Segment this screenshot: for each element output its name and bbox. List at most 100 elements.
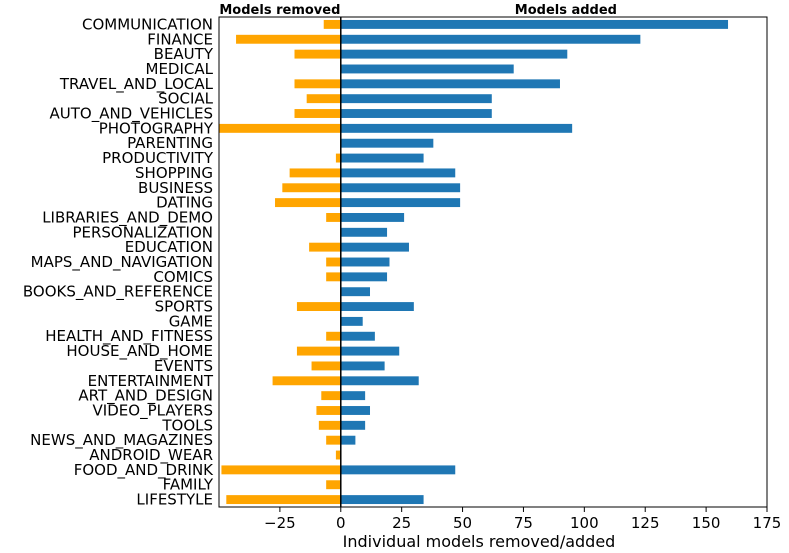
bar-added-sports: [340, 302, 414, 311]
x-axis-ticks: −25 0 25 50 75 100 125 150 175: [264, 507, 781, 532]
bar-added-libraries-and-demo: [340, 213, 405, 222]
category-label: FINANCE: [147, 30, 213, 48]
bar-added-health-and-fitness: [340, 331, 375, 341]
bar-removed-tools: [318, 420, 341, 430]
bar-added-medical: [340, 64, 514, 74]
bar-added-parenting: [340, 138, 434, 148]
bar-added-communication: [340, 19, 729, 29]
bar-removed-family: [326, 480, 341, 490]
bar-removed-food-and-drink: [221, 465, 341, 475]
bar-added-photography: [340, 123, 573, 133]
bar-added-education: [340, 242, 409, 252]
bar-added-shopping: [340, 168, 456, 178]
category-label: BEAUTY: [154, 45, 214, 63]
category-label: BUSINESS: [138, 179, 213, 197]
bar-removed-beauty: [294, 49, 341, 59]
category-label: MAPS_AND_NAVIGATION: [31, 253, 213, 272]
category-label: AUTO_AND_VEHICLES: [49, 105, 213, 124]
category-label: COMICS: [153, 268, 213, 286]
bar-added-comics: [340, 272, 388, 282]
bar-removed-video-players: [316, 406, 341, 415]
bar-added-tools: [340, 420, 366, 430]
category-label: SHOPPING: [135, 164, 213, 182]
category-label: FOOD_AND_DRINK: [74, 461, 214, 480]
bar-added-maps-and-navigation: [340, 257, 390, 267]
x-tick-label: 125: [631, 514, 660, 532]
bar-removed-house-and-home: [296, 346, 341, 356]
category-label: SOCIAL: [158, 90, 213, 108]
bar-removed-communication: [323, 19, 341, 29]
bar-removed-education: [309, 242, 341, 252]
category-label: MEDICAL: [146, 60, 214, 78]
category-label: TOOLS: [161, 416, 213, 434]
bar-removed-news-and-magazines: [326, 435, 341, 445]
bar-added-personalization: [340, 227, 388, 237]
x-tick-label: 100: [570, 514, 599, 532]
category-labels: COMMUNICATIONFINANCEBEAUTYMEDICALTRAVEL_…: [23, 15, 214, 508]
bar-added-productivity: [340, 153, 424, 163]
category-label: NEWS_AND_MAGAZINES: [30, 431, 213, 450]
plot-frame: [218, 16, 768, 508]
category-label: SPORTS: [155, 298, 213, 316]
x-tick-label: 25: [392, 514, 411, 532]
models-added-label: Models added: [515, 3, 617, 18]
x-axis-title: Individual models removed/added: [343, 532, 616, 551]
bar-added-books-and-reference: [340, 287, 371, 297]
bar-removed-shopping: [289, 168, 341, 178]
category-label: EDUCATION: [125, 238, 213, 256]
bar-added-food-and-drink: [340, 465, 456, 475]
bar-removed-health-and-fitness: [326, 331, 341, 341]
category-label: COMMUNICATION: [82, 15, 213, 33]
category-label: HOUSE_AND_HOME: [66, 342, 213, 361]
bar-removed-business: [282, 183, 341, 193]
bar-removed-social: [306, 94, 341, 104]
x-tick-label: −25: [264, 514, 296, 532]
x-tick-label: 175: [753, 514, 782, 532]
bar-added-beauty: [340, 49, 568, 59]
category-label: PRODUCTIVITY: [102, 149, 214, 167]
category-label: BOOKS_AND_REFERENCE: [23, 283, 213, 302]
bar-added-video-players: [340, 406, 371, 415]
category-label: FAMILY: [163, 476, 214, 494]
bar-removed-travel-and-local: [294, 79, 341, 89]
bar-added-game: [340, 316, 363, 326]
x-tick-label: 75: [514, 514, 533, 532]
bar-added-social: [340, 94, 492, 104]
category-label: ANDROID_WEAR: [89, 446, 213, 465]
category-label: DATING: [156, 194, 213, 212]
bar-added-lifestyle: [340, 495, 424, 505]
bar-removed-auto-and-vehicles: [294, 109, 341, 118]
bar-added-travel-and-local: [340, 79, 560, 89]
bar-removed-entertainment: [272, 376, 341, 386]
category-label: HEALTH_AND_FITNESS: [45, 327, 213, 346]
bar-removed-maps-and-navigation: [326, 257, 341, 267]
models-removed-label: Models removed: [219, 3, 340, 18]
bar-removed-events: [311, 361, 341, 371]
x-tick-label: 150: [692, 514, 721, 532]
category-label: PHOTOGRAPHY: [99, 119, 214, 137]
bar-added-news-and-magazines: [340, 435, 356, 445]
bar-added-dating: [340, 198, 461, 208]
bar-added-auto-and-vehicles: [340, 109, 492, 118]
bar-added-house-and-home: [340, 346, 400, 356]
bar-added-art-and-design: [340, 391, 366, 401]
bar-removed-dating: [275, 198, 341, 208]
bar-added-business: [340, 183, 461, 193]
bar-removed-photography: [219, 123, 341, 133]
bar-removed-comics: [326, 272, 341, 282]
category-label: TRAVEL_AND_LOCAL: [59, 75, 214, 94]
x-tick-label: 0: [336, 514, 346, 532]
category-label: LIFESTYLE: [136, 491, 213, 509]
bar-removed-libraries-and-demo: [326, 213, 341, 222]
bar-added-events: [340, 361, 385, 371]
bar-removed-art-and-design: [321, 391, 341, 401]
category-label: PERSONALIZATION: [72, 223, 213, 241]
category-label: GAME: [169, 312, 213, 330]
bar-added-finance: [340, 34, 641, 44]
bar-removed-lifestyle: [226, 495, 341, 505]
bars-group: [219, 19, 729, 505]
x-tick-label: 50: [453, 514, 472, 532]
bar-removed-productivity: [335, 153, 341, 163]
bar-added-entertainment: [340, 376, 419, 386]
